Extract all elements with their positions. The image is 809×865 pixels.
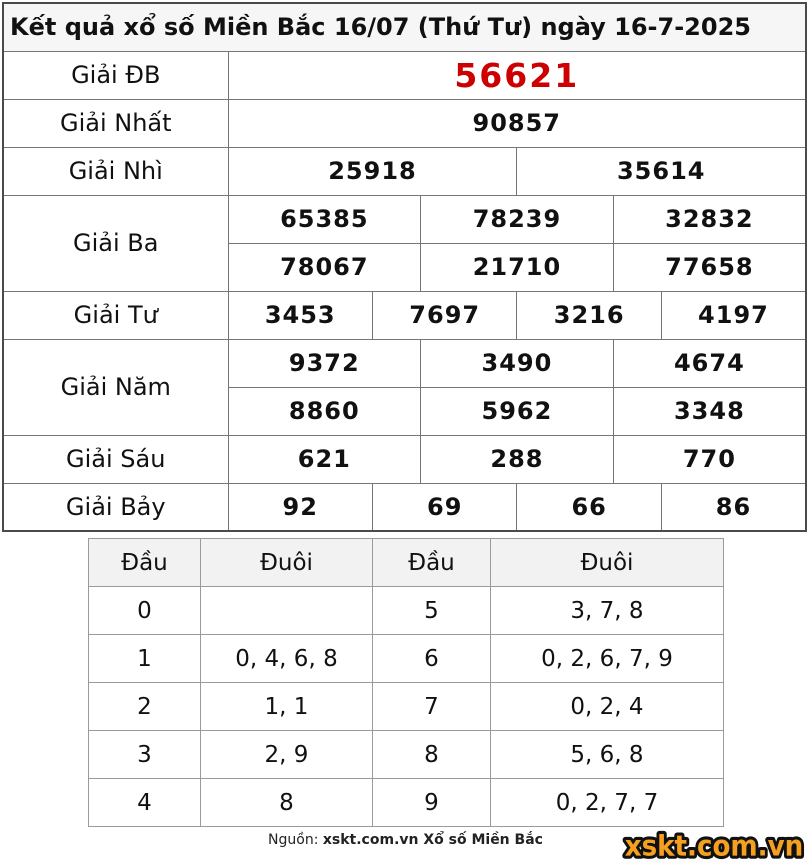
prize-value: 770 — [612, 434, 807, 484]
prize-value-special: 56621 — [227, 50, 807, 100]
prize-label-third: Giải Ba — [2, 194, 229, 292]
head-cell: 5 — [372, 586, 491, 635]
tail-cell: 0, 2, 4 — [490, 682, 724, 731]
prize-value: 90857 — [227, 98, 807, 148]
prize-value: 4674 — [612, 338, 807, 388]
source-line: Nguồn: xskt.com.vn Xổ số Miền Bắc — [88, 832, 723, 848]
prize-value: 77658 — [612, 242, 807, 292]
head-tail-header: Đầu — [372, 538, 491, 587]
prize-label-fifth: Giải Năm — [2, 338, 229, 436]
xskt-logo-svg: xskt.com.vn — [622, 826, 807, 865]
xskt-logo[interactable]: xskt.com.vn — [621, 825, 807, 865]
head-cell: 3 — [88, 730, 201, 779]
prize-label-seventh: Giải Bảy — [2, 482, 229, 532]
head-tail-header: Đầu — [88, 538, 201, 587]
head-tail-row: 4 8 9 0, 2, 7, 7 — [88, 778, 724, 827]
prize-value: 92 — [227, 482, 373, 532]
prize-value: 78239 — [420, 194, 614, 244]
prize-value: 25918 — [227, 146, 518, 196]
head-cell: 4 — [88, 778, 201, 827]
head-cell: 7 — [372, 682, 491, 731]
prize-value: 4197 — [660, 290, 807, 340]
head-cell: 8 — [372, 730, 491, 779]
source-prefix: Nguồn: — [268, 832, 323, 848]
tail-cell: 3, 7, 8 — [490, 586, 724, 635]
tail-cell: 5, 6, 8 — [490, 730, 724, 779]
head-tail-header: Đuôi — [490, 538, 724, 587]
prize-value: 65385 — [227, 194, 422, 244]
tail-cell — [200, 586, 373, 635]
prize-value: 21710 — [420, 242, 614, 292]
head-tail-table: Đầu Đuôi Đầu Đuôi 0 5 3, 7, 8 1 0, 4, 6,… — [88, 538, 724, 827]
tail-cell: 0, 2, 6, 7, 9 — [490, 634, 724, 683]
prize-value: 5962 — [420, 386, 614, 436]
head-tail-header: Đuôi — [200, 538, 373, 587]
prize-value: 69 — [371, 482, 518, 532]
prize-value: 3453 — [227, 290, 373, 340]
prize-value: 3216 — [516, 290, 662, 340]
prize-value: 9372 — [227, 338, 422, 388]
prize-value: 3348 — [612, 386, 807, 436]
prize-label-sixth: Giải Sáu — [2, 434, 229, 484]
page-title: Kết quả xổ số Miền Bắc 16/07 (Thứ Tư) ng… — [2, 2, 807, 52]
head-cell: 6 — [372, 634, 491, 683]
tail-cell: 8 — [200, 778, 373, 827]
prize-value: 32832 — [612, 194, 807, 244]
head-tail-row: 2 1, 1 7 0, 2, 4 — [88, 682, 724, 731]
prize-label-special: Giải ĐB — [2, 50, 229, 100]
prize-label-fourth: Giải Tư — [2, 290, 229, 340]
tail-cell: 0, 2, 7, 7 — [490, 778, 724, 827]
prize-value: 3490 — [420, 338, 614, 388]
head-cell: 9 — [372, 778, 491, 827]
prize-value: 8860 — [227, 386, 422, 436]
head-tail-row: 3 2, 9 8 5, 6, 8 — [88, 730, 724, 779]
prize-value: 7697 — [371, 290, 518, 340]
source-name: xskt.com.vn Xổ số Miền Bắc — [322, 832, 543, 848]
head-cell: 1 — [88, 634, 201, 683]
tail-cell: 2, 9 — [200, 730, 373, 779]
tail-cell: 1, 1 — [200, 682, 373, 731]
head-tail-row: 0 5 3, 7, 8 — [88, 586, 724, 635]
prize-value: 86 — [660, 482, 807, 532]
head-cell: 2 — [88, 682, 201, 731]
prize-table: Kết quả xổ số Miền Bắc 16/07 (Thứ Tư) ng… — [2, 2, 807, 532]
prize-value: 288 — [420, 434, 614, 484]
xskt-logo-text: xskt.com.vn — [625, 830, 804, 863]
head-cell: 0 — [88, 586, 201, 635]
prize-value: 66 — [516, 482, 662, 532]
prize-label-second: Giải Nhì — [2, 146, 229, 196]
head-tail-row: 1 0, 4, 6, 8 6 0, 2, 6, 7, 9 — [88, 634, 724, 683]
prize-value: 78067 — [227, 242, 422, 292]
prize-label-first: Giải Nhất — [2, 98, 229, 148]
prize-value: 621 — [227, 434, 422, 484]
tail-cell: 0, 4, 6, 8 — [200, 634, 373, 683]
prize-value: 35614 — [516, 146, 807, 196]
